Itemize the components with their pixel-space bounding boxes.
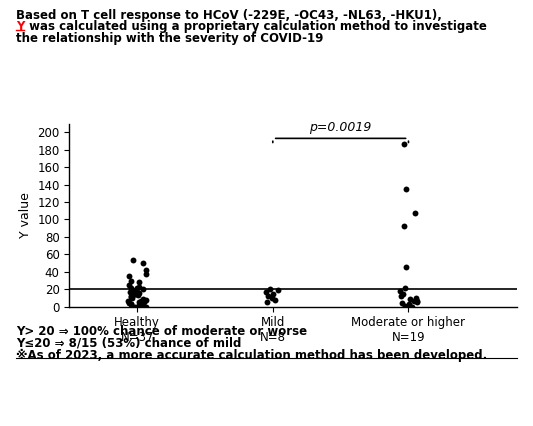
Point [135,279,143,286]
Point [135,302,143,308]
Point [138,302,146,309]
Point [262,288,271,295]
Point [127,277,135,284]
Point [402,264,410,271]
Point [126,301,135,308]
Point [141,303,150,310]
Y-axis label: Y value: Y value [19,192,31,238]
Point [133,291,142,298]
Point [124,297,132,304]
Point [274,287,282,294]
Point [135,289,143,296]
Point [141,270,150,277]
Point [131,303,139,310]
Point [131,288,139,294]
Text: p=0.0019: p=0.0019 [310,121,372,134]
Point [269,290,277,297]
Point [401,302,409,309]
Point [139,260,147,267]
Point [132,290,140,297]
Point [413,297,421,304]
Text: Y> 20 ⇒ 100% chance of moderate or worse: Y> 20 ⇒ 100% chance of moderate or worse [16,325,307,338]
Point [406,296,415,302]
Point [397,293,405,299]
Point [125,300,133,307]
Point [400,140,409,147]
Point [412,295,421,302]
Point [127,294,135,300]
Point [126,301,135,308]
Point [129,288,138,294]
Point [398,300,407,307]
Text: Y≤20 ⇒ 8/15 (53%) chance of mild: Y≤20 ⇒ 8/15 (53%) chance of mild [16,337,241,350]
Point [395,288,404,294]
Point [142,296,150,303]
Point [139,296,148,302]
Point [401,186,410,193]
Text: Y: Y [16,20,25,34]
Point [138,286,147,293]
Text: Based on T cell response to HCoV (-229E, -OC43, -NL63, -HKU1),: Based on T cell response to HCoV (-229E,… [16,9,442,23]
Point [126,288,134,295]
Point [127,293,135,299]
Point [401,284,409,291]
Point [140,299,148,306]
Point [263,293,272,299]
Point [142,267,150,273]
Point [410,210,419,217]
Point [137,298,146,305]
Point [124,282,133,288]
Point [271,296,280,303]
Point [411,296,420,303]
Point [405,302,413,308]
Point [132,287,141,294]
Point [265,286,274,293]
Text: ※As of 2023, a more accurate calculation method has been developed.: ※As of 2023, a more accurate calculation… [16,348,487,362]
Text: the relationship with the severity of COVID-19: the relationship with the severity of CO… [16,32,324,45]
Point [405,301,414,308]
Point [407,303,416,310]
Point [413,299,422,306]
Point [129,290,138,297]
Point [268,295,276,302]
Point [399,290,407,297]
Point [135,283,143,290]
Point [400,222,408,229]
Text: was calculated using a proprietary calculation method to investigate: was calculated using a proprietary calcu… [25,20,487,34]
Point [129,292,138,299]
Point [129,257,138,264]
Point [135,299,143,306]
Point [127,295,136,302]
Point [133,284,142,291]
Point [409,298,418,305]
Point [127,285,136,292]
Point [125,273,133,279]
Point [263,299,272,306]
